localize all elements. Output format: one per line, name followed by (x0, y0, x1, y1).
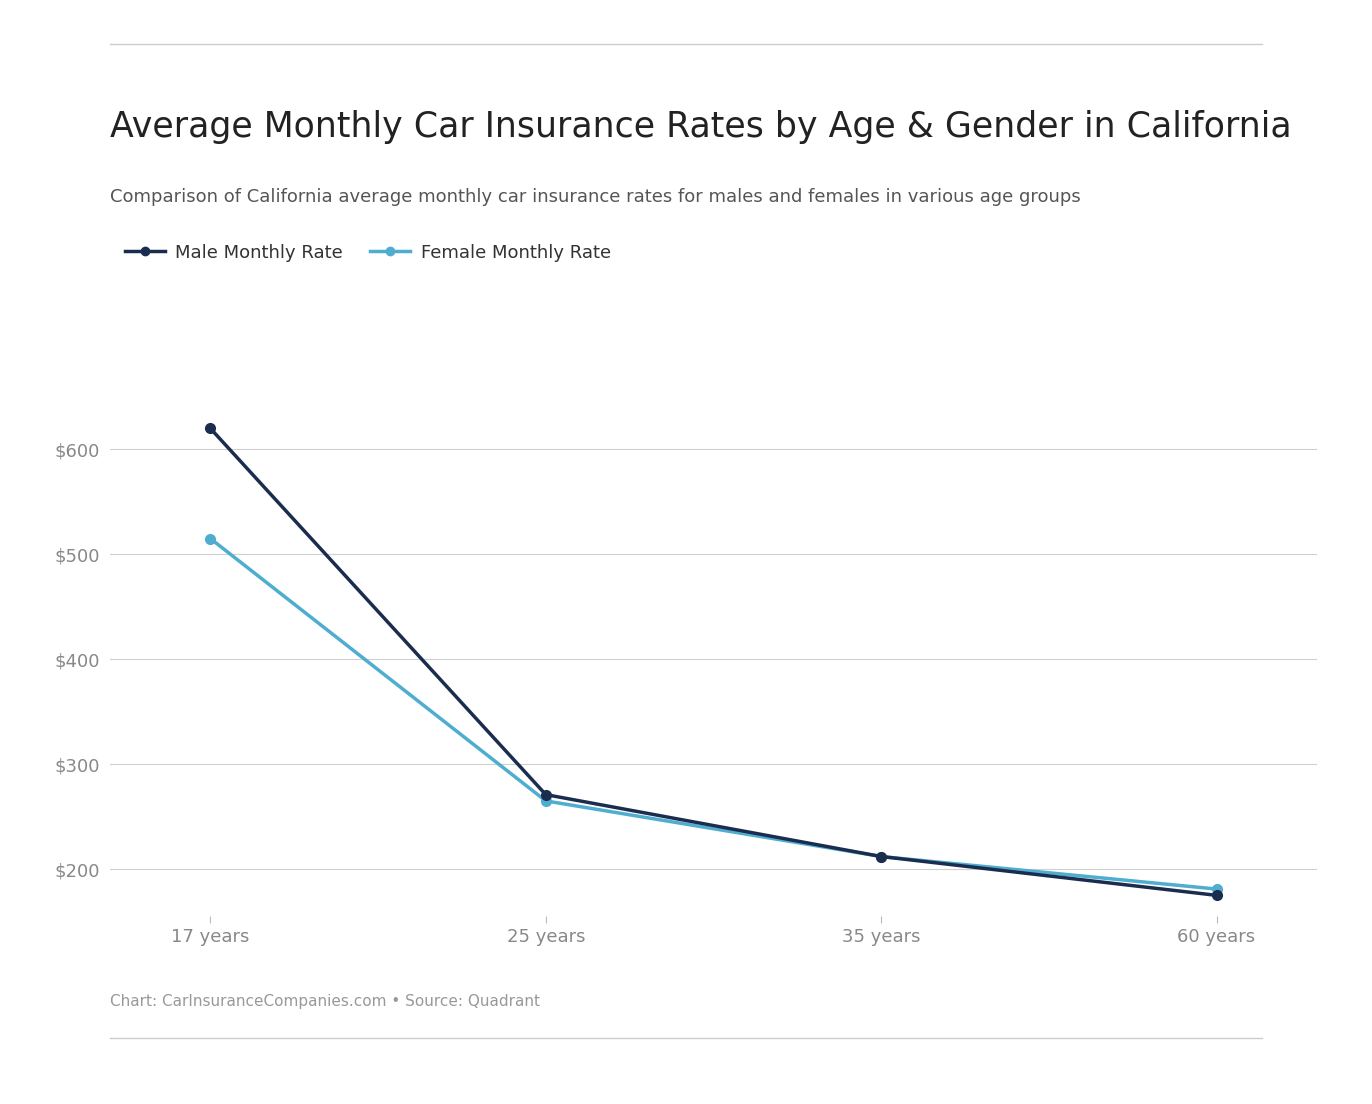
Legend: Male Monthly Rate, Female Monthly Rate: Male Monthly Rate, Female Monthly Rate (118, 236, 619, 269)
Text: Chart: CarInsuranceCompanies.com • Source: Quadrant: Chart: CarInsuranceCompanies.com • Sourc… (110, 994, 539, 1009)
Text: Comparison of California average monthly car insurance rates for males and femal: Comparison of California average monthly… (110, 188, 1081, 205)
Text: Average Monthly Car Insurance Rates by Age & Gender in California: Average Monthly Car Insurance Rates by A… (110, 110, 1291, 145)
